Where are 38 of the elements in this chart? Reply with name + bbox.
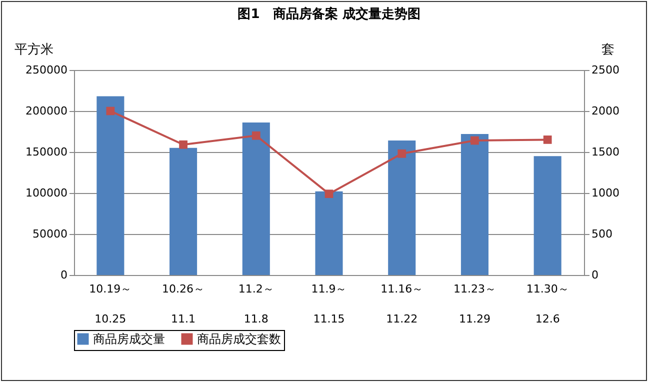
bar: [96, 96, 124, 275]
point: [106, 106, 115, 116]
chart-title: 图1 商品房备案 成交量走势图: [238, 6, 420, 22]
bar: [315, 191, 343, 275]
y2-tick-label: 2000: [592, 104, 620, 118]
y-tick-label: 250000: [26, 64, 68, 76]
point: [324, 190, 334, 198]
point: [470, 136, 479, 145]
category-label: 10.26～ 11.1: [162, 282, 205, 326]
bar: [170, 148, 198, 275]
category-label: 11.16～ 11.22: [380, 282, 424, 326]
category-label: 11.2～ 11.8: [238, 282, 274, 326]
category-label: 11.30～ 12.6: [526, 282, 569, 326]
y-axis-title: 平方米: [14, 42, 54, 58]
category-label: 11.9～ 11.15: [311, 282, 347, 326]
y2-tick-label: 500: [592, 228, 612, 240]
y-tick-label: 150000: [26, 146, 68, 158]
y2-tick-label: 0: [592, 268, 598, 282]
y-tick-label: 50000: [32, 228, 68, 240]
point: [398, 149, 406, 158]
bar: [534, 156, 562, 275]
y2-axis-title: 套: [602, 42, 614, 58]
legend-label: 商品房成交套数: [197, 332, 281, 346]
category-label: 11.23～ 11.29: [453, 282, 496, 326]
category-label: 10.19～ 10.25: [89, 282, 132, 326]
y2-tick-label: 1000: [592, 186, 620, 200]
bar: [388, 140, 416, 275]
y-tick-label: 100000: [26, 186, 68, 200]
bar: [460, 134, 488, 275]
legend-label: 商品房成交量: [93, 332, 165, 346]
y-tick-label: 200000: [26, 104, 68, 118]
point: [543, 136, 552, 144]
y2-tick-label: 2500: [592, 64, 620, 76]
y2-tick-label: 1500: [592, 146, 620, 158]
point: [252, 131, 260, 140]
point: [179, 140, 188, 149]
bar: [242, 122, 270, 275]
y-tick-label: 0: [60, 268, 68, 282]
